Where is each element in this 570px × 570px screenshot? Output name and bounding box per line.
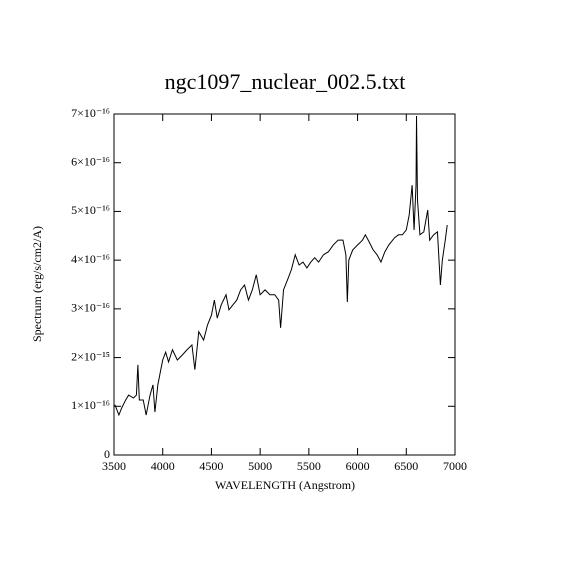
x-tick-label: 5500 bbox=[297, 459, 321, 473]
x-tick-label: 3500 bbox=[102, 459, 126, 473]
y-tick-label: 7×10⁻¹⁶ bbox=[71, 106, 110, 120]
x-tick-label: 7000 bbox=[443, 459, 467, 473]
spectrum-line bbox=[114, 115, 448, 417]
y-tick-label: 2×10⁻¹⁵ bbox=[71, 349, 110, 363]
y-axis-label: Spectrum (erg/s/cm2/A) bbox=[30, 226, 44, 342]
x-tick-label: 6500 bbox=[394, 459, 418, 473]
x-tick-label: 6000 bbox=[346, 459, 370, 473]
x-tick-label: 4000 bbox=[151, 459, 175, 473]
y-tick-label: 5×10⁻¹⁶ bbox=[71, 203, 110, 217]
y-tick-label: 4×10⁻¹⁶ bbox=[71, 252, 110, 266]
y-tick-label: 1×10⁻¹⁶ bbox=[71, 398, 110, 412]
y-tick-label: 0 bbox=[104, 447, 110, 461]
y-tick-label: 6×10⁻¹⁶ bbox=[71, 154, 110, 168]
x-tick-label: 4500 bbox=[199, 459, 223, 473]
plot-frame bbox=[113, 113, 456, 456]
y-tick-label: 3×10⁻¹⁶ bbox=[71, 301, 110, 315]
x-axis-label: WAVELENGTH (Angstrom) bbox=[215, 478, 355, 492]
x-tick-label: 5000 bbox=[248, 459, 272, 473]
chart-title: ngc1097_nuclear_002.5.txt bbox=[165, 69, 406, 94]
